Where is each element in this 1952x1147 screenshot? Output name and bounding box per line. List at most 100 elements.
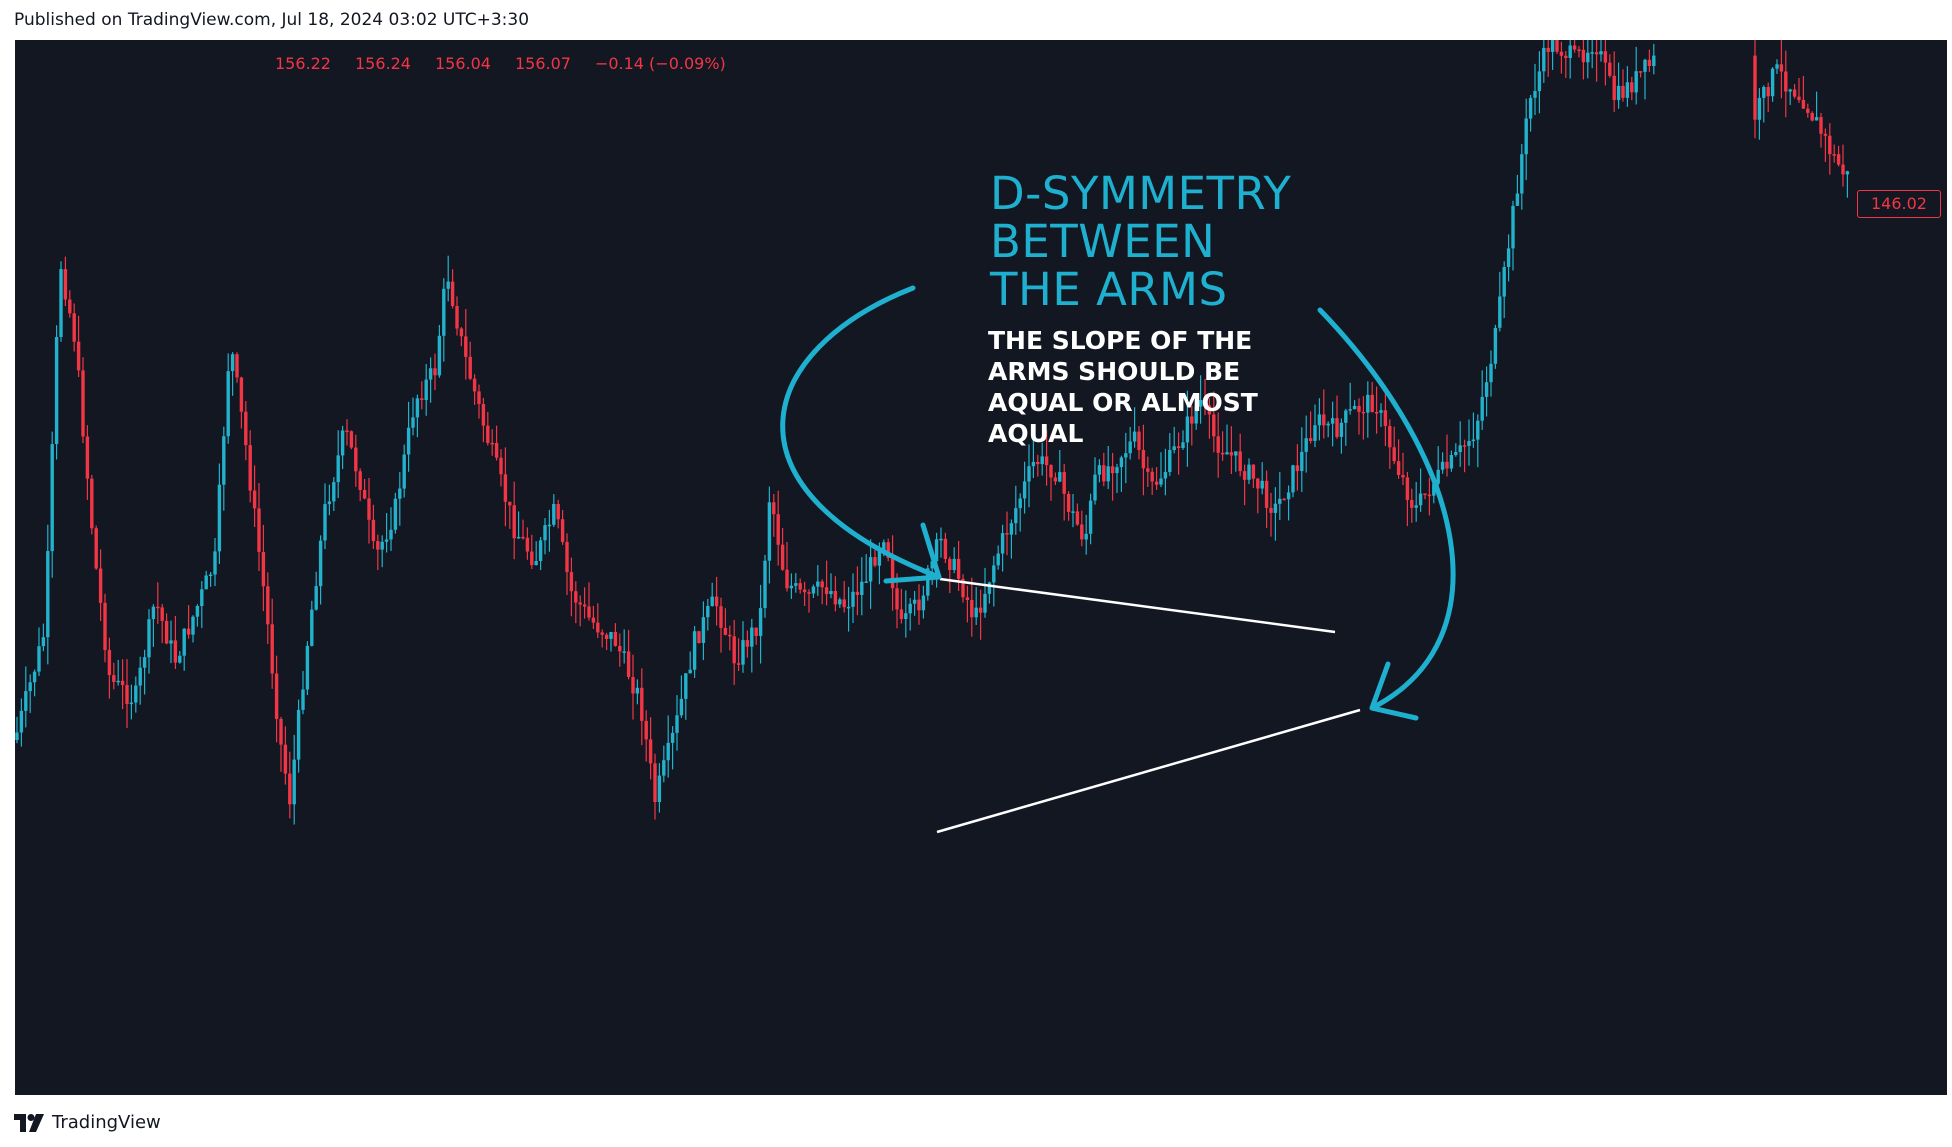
candle-body: [780, 544, 785, 570]
candle-body: [675, 715, 679, 733]
candle-body: [1370, 394, 1374, 412]
candle-body: [477, 391, 481, 404]
candle-body: [1559, 51, 1564, 56]
candle-body: [266, 586, 270, 625]
candle-body: [1190, 416, 1194, 424]
candle-body: [327, 501, 332, 505]
annotation-title-line3: THE ARMS: [990, 263, 1228, 316]
candle-body: [1823, 133, 1828, 136]
candle-body: [732, 636, 736, 664]
candle-body: [1229, 452, 1234, 456]
candle-body: [274, 673, 279, 719]
candle-body: [917, 599, 921, 611]
candle-body: [248, 445, 252, 491]
candle-body: [899, 609, 904, 619]
candle-body: [772, 502, 776, 515]
candle-body: [1128, 441, 1132, 454]
candle-body: [728, 634, 732, 637]
candle-body: [1603, 51, 1608, 63]
chart-panel[interactable]: 156.22 156.24 156.04 156.07 −0.14 (−0.09…: [15, 40, 1947, 1095]
candle-body: [103, 602, 107, 650]
candle-body: [1115, 467, 1119, 474]
annotation-title[interactable]: D-SYMMETRY BETWEEN THE ARMS: [990, 170, 1291, 314]
candle-body: [763, 560, 767, 609]
candle-body: [235, 354, 239, 378]
candle-body: [389, 529, 393, 540]
candle-body: [710, 596, 714, 606]
candle-body: [1467, 441, 1471, 446]
upper-trendline: [939, 577, 1336, 634]
candle-body: [499, 457, 503, 475]
candle-body: [1119, 457, 1124, 468]
candle-body: [1586, 52, 1590, 63]
candle-body: [1432, 483, 1436, 496]
candle-body: [1836, 154, 1841, 165]
candle-body: [1247, 464, 1251, 480]
published-caption: Published on TradingView.com, Jul 18, 20…: [14, 10, 530, 30]
candle-body: [992, 565, 996, 583]
candle-body: [882, 542, 886, 551]
candle-body: [604, 634, 609, 639]
candle-body: [956, 558, 961, 579]
candle-body: [147, 619, 151, 658]
candle-body: [1014, 508, 1018, 524]
candle-body: [719, 606, 723, 628]
candle-body: [983, 593, 987, 613]
candle-body: [296, 709, 301, 760]
candle-body: [706, 606, 710, 618]
candle-body: [1621, 85, 1625, 98]
candle-body: [1159, 478, 1163, 485]
candle-body: [1577, 49, 1581, 51]
candle-body: [420, 398, 424, 400]
candle-body: [547, 524, 552, 527]
candle-body: [239, 377, 244, 412]
candle-body: [1652, 55, 1656, 66]
candle-body: [1286, 492, 1291, 500]
candle-body: [1220, 452, 1225, 455]
candlestick-chart[interactable]: [15, 40, 1947, 1095]
candle-body: [1163, 472, 1168, 479]
candle-body: [543, 525, 547, 541]
candle-body: [173, 640, 178, 663]
candle-body: [1141, 450, 1146, 469]
candle-body: [1084, 533, 1088, 540]
candle-body: [301, 689, 305, 710]
candle-body: [904, 613, 908, 619]
left-curved-arrow: [780, 285, 942, 580]
candle-body: [1295, 465, 1300, 472]
tradingview-footer[interactable]: TradingView: [14, 1112, 161, 1133]
candle-body: [1317, 414, 1322, 426]
candle-body: [1766, 87, 1770, 97]
candle-body: [1454, 452, 1458, 455]
candle-body: [1225, 452, 1229, 455]
candle-body: [1339, 422, 1344, 437]
candle-body: [512, 505, 516, 539]
candle-body: [591, 617, 596, 623]
candle-body: [1515, 193, 1520, 206]
candle-body: [538, 540, 543, 561]
candle-body: [798, 583, 802, 590]
candle-body: [1176, 446, 1181, 448]
candle-body: [653, 763, 657, 802]
candle-body: [1476, 420, 1480, 440]
candle-body: [68, 299, 72, 314]
candle-body: [741, 640, 745, 665]
candle-body: [398, 488, 402, 499]
candle-body: [943, 538, 948, 559]
candle-body: [1779, 64, 1784, 72]
candle-body: [94, 528, 98, 569]
candle-body: [459, 328, 464, 337]
candle-body: [1330, 418, 1335, 424]
candle-body: [213, 551, 217, 575]
candle-body: [1036, 461, 1040, 465]
annotation-body[interactable]: THE SLOPE OF THE ARMS SHOULD BE AQUAL OR…: [988, 326, 1258, 448]
candle-body: [1018, 498, 1022, 509]
candle-body: [1418, 493, 1423, 506]
candle-body: [1291, 465, 1295, 493]
candle-body: [464, 336, 468, 357]
candle-body: [1366, 394, 1370, 413]
candle-body: [486, 425, 490, 443]
candle-body: [90, 478, 94, 529]
candle-body: [684, 673, 688, 699]
candle-body: [1806, 108, 1810, 113]
